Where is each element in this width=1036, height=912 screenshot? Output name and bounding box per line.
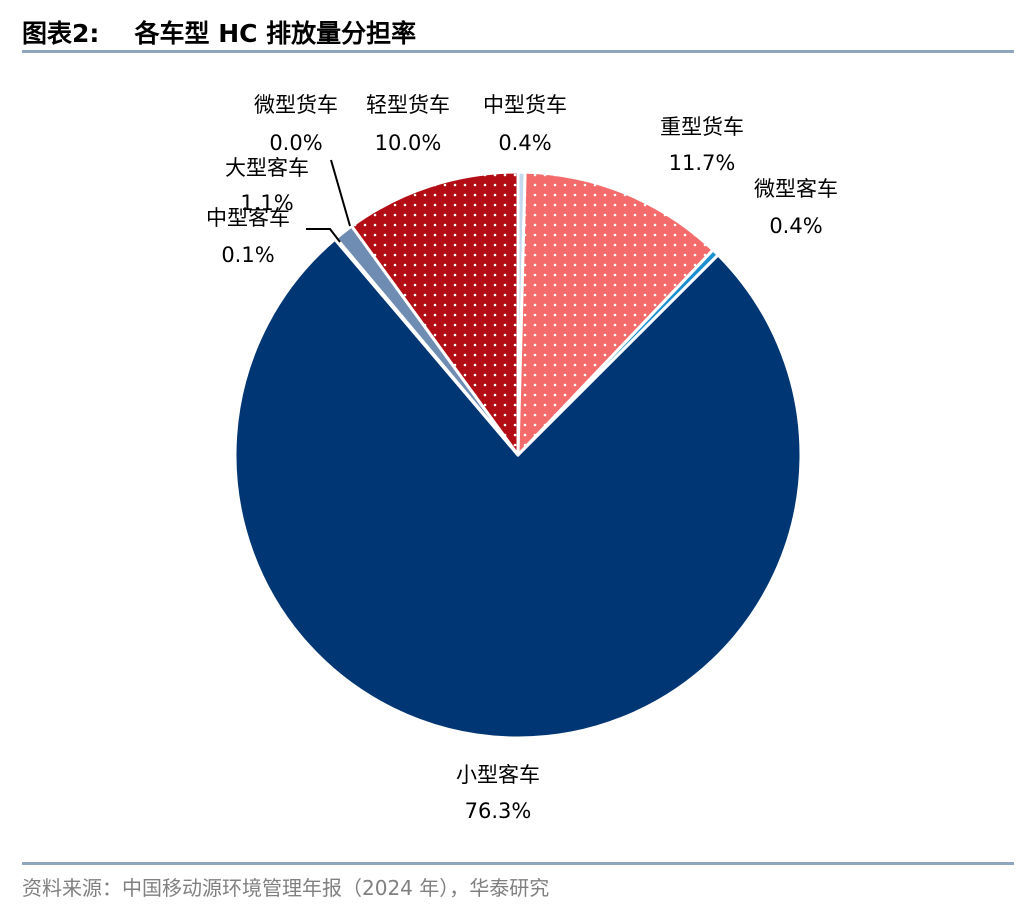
figure-label: 图表2: [22, 19, 100, 48]
slice-0-name-label: 中型货车 [483, 93, 567, 117]
pie-slice-1 [516, 170, 715, 457]
slice-5-name-label: 大型客车 [225, 156, 309, 180]
slice-5-leader-line [330, 159, 351, 227]
slice-6-name-label: 微型货车 [254, 93, 338, 117]
slice-4-name-label: 中型客车 [206, 206, 290, 230]
slice-7-value-label: 10.0% [375, 131, 442, 155]
slice-7-name-label: 轻型货车 [366, 93, 450, 117]
slice-5-value-label: 1.1% [240, 191, 293, 215]
slice-1-name-label: 重型货车 [660, 115, 744, 139]
slice-1-value-label: 11.7% [669, 151, 736, 175]
slice-3-value-label: 76.3% [465, 799, 532, 823]
pie-slice-7 [350, 170, 520, 457]
figure-title-row: 图表2: 各车型 HC 排放量分担率 [22, 14, 416, 52]
pie-slice-3 [233, 237, 803, 740]
slice-3-name-label: 小型客车 [456, 763, 540, 787]
title-divider [22, 50, 1014, 53]
source-divider [22, 862, 1014, 865]
slice-2-name-label: 微型客车 [754, 177, 838, 201]
slice-4-leader-line [306, 228, 341, 243]
slice-4-value-label: 0.1% [221, 243, 274, 267]
slice-6-value-label: 0.0% [269, 131, 322, 155]
source-note: 资料来源：中国移动源环境管理年报（2024 年），华泰研究 [22, 876, 550, 900]
slice-2-value-label: 0.4% [769, 214, 822, 238]
chart-title: 各车型 HC 排放量分担率 [134, 19, 417, 48]
slice-0-value-label: 0.4% [498, 131, 551, 155]
